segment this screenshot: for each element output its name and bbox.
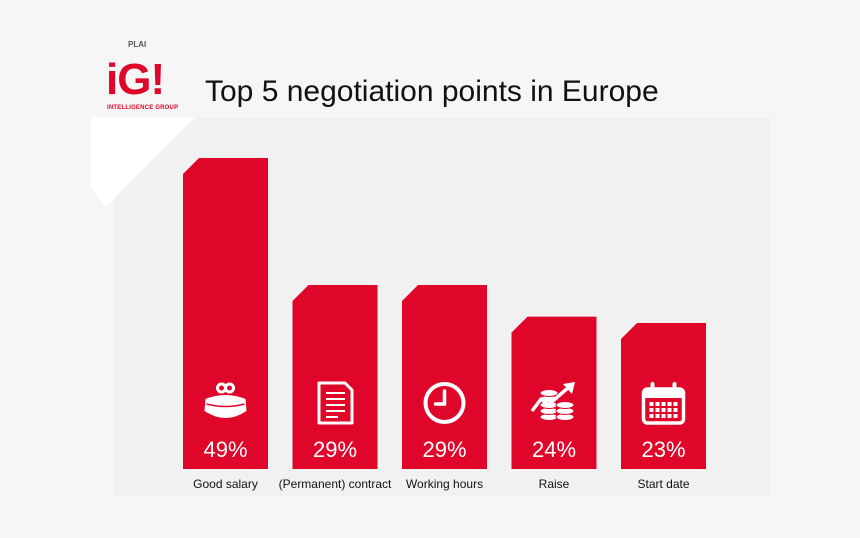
bar-permanent-contract: [292, 284, 378, 469]
logo-subtitle: INTELLIGENCE GROUP: [107, 105, 179, 111]
coins-rising-icon: [530, 382, 575, 421]
value-label: 49%: [203, 437, 247, 462]
clock-icon: [423, 382, 466, 424]
value-label: 23%: [641, 437, 685, 462]
logo-topline: PLAI: [128, 40, 147, 49]
category-label: Good salary: [193, 477, 258, 491]
bar-good-salary: [183, 158, 268, 469]
category-label: Raise: [539, 477, 570, 491]
chart-title: Top 5 negotiation points in Europe: [205, 75, 659, 108]
calendar-icon: [641, 382, 686, 425]
category-label: Working hours: [406, 477, 483, 491]
value-label: 29%: [422, 437, 466, 462]
value-label: 24%: [532, 437, 576, 462]
document-icon: [317, 381, 354, 425]
logo-mark: iG!: [106, 55, 165, 104]
bar-working-hours: [402, 284, 487, 469]
category-label: (Permanent) contract: [279, 477, 392, 491]
category-label: Start date: [637, 477, 689, 491]
value-label: 29%: [313, 437, 357, 462]
purse-icon: [204, 382, 247, 418]
